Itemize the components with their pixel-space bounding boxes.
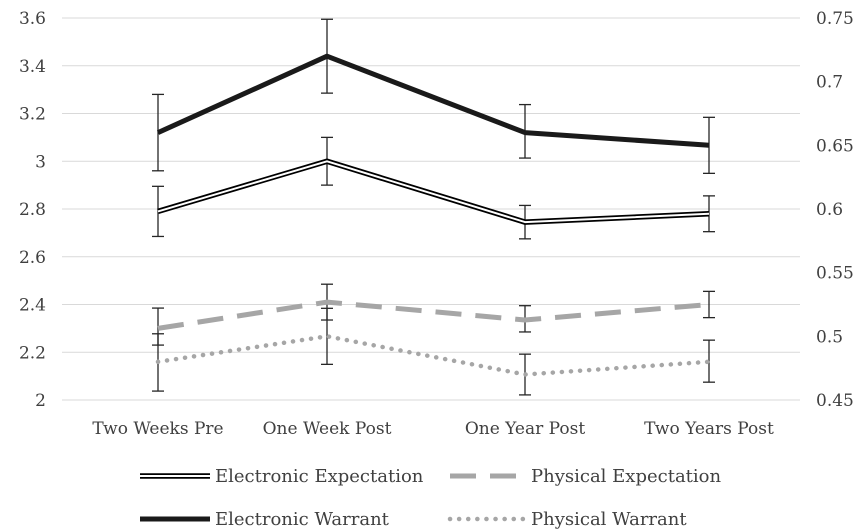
right-axis-tick-labels: 0.45 0.5 0.55 0.6 0.65 0.7 0.75 <box>816 9 854 411</box>
left-tick-label: 3.4 <box>19 57 46 77</box>
x-tick-label: One Year Post <box>465 419 586 439</box>
legend: Electronic Expectation Physical Expectati… <box>140 466 721 530</box>
legend-item-physical-expectation: Physical Expectation <box>450 466 721 487</box>
right-tick-label: 0.5 <box>816 327 843 347</box>
legend-item-physical-warrant: Physical Warrant <box>447 509 687 530</box>
x-tick-label: Two Years Post <box>644 419 774 439</box>
left-tick-label: 3.6 <box>19 9 46 29</box>
left-tick-label: 3 <box>35 152 46 172</box>
right-tick-label: 0.7 <box>816 73 843 93</box>
error-bar <box>703 116 715 174</box>
x-axis-tick-labels: Two Weeks Pre One Week Post One Year Post T… <box>92 419 774 439</box>
series-line-electronic-expectation <box>157 158 710 225</box>
legend-label: Electronic Warrant <box>215 509 390 530</box>
left-tick-label: 2.8 <box>19 200 46 220</box>
x-tick-label: One Week Post <box>263 419 392 439</box>
legend-item-electronic-warrant: Electronic Warrant <box>140 509 390 530</box>
legend-item-electronic-expectation: Electronic Expectation <box>140 466 424 487</box>
left-tick-label: 2.4 <box>19 296 46 316</box>
left-tick-label: 2.2 <box>19 343 46 363</box>
left-axis-tick-labels: 2 2.2 2.4 2.6 2.8 3 3.2 3.4 3.6 <box>19 9 46 411</box>
right-tick-label: 0.65 <box>816 136 854 156</box>
series-line-physical-warrant <box>155 334 712 377</box>
right-tick-label: 0.45 <box>816 391 854 411</box>
left-tick-label: 2 <box>35 391 46 411</box>
legend-label: Electronic Expectation <box>215 466 424 487</box>
error-bar <box>703 195 715 233</box>
legend-label: Physical Warrant <box>531 509 687 530</box>
series-line-physical-expectation <box>157 299 710 331</box>
series-lines <box>155 53 712 377</box>
series-line-electronic-warrant <box>156 53 710 148</box>
error-bars <box>152 18 715 396</box>
left-tick-label: 3.2 <box>19 105 46 125</box>
right-tick-label: 0.6 <box>816 200 843 220</box>
x-tick-label: Two Weeks Pre <box>92 419 223 439</box>
error-bar <box>703 290 715 319</box>
right-tick-label: 0.75 <box>816 9 854 29</box>
left-tick-label: 2.6 <box>19 248 46 268</box>
right-tick-label: 0.55 <box>816 264 854 284</box>
gridlines <box>62 17 800 401</box>
legend-label: Physical Expectation <box>531 466 721 487</box>
